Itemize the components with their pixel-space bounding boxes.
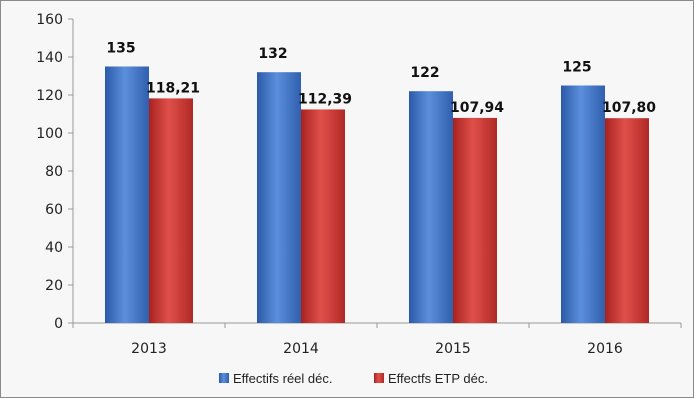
- x-tick-label: 2014: [283, 341, 319, 357]
- legend-label: Effectfs ETP déc.: [388, 371, 488, 386]
- bar-effectifs-etp-2014: [301, 109, 345, 323]
- data-label: 107,94: [450, 100, 504, 116]
- bar-effectifs-reel-2015: [409, 91, 453, 323]
- bar-effectifs-reel-2014: [257, 72, 301, 323]
- y-tick-label: 120: [36, 88, 63, 104]
- y-tick-label: 160: [36, 12, 63, 28]
- y-tick-label: 60: [45, 202, 63, 218]
- y-tick-label: 100: [36, 126, 63, 142]
- data-label: 125: [562, 60, 591, 76]
- x-tick-label: 2013: [131, 341, 167, 357]
- bar-effectifs-reel-2016: [561, 85, 605, 323]
- y-tick-label: 0: [54, 316, 63, 332]
- data-labels: 135 118,21 132 112,39 122 107,94 125 107,80: [106, 41, 656, 117]
- legend-swatch: [374, 373, 384, 383]
- y-tick-label: 40: [45, 240, 63, 256]
- data-label: 112,39: [298, 91, 352, 107]
- data-label: 135: [106, 41, 135, 57]
- bar-effectifs-reel-2013: [105, 66, 149, 323]
- x-tick-label: 2016: [587, 341, 623, 357]
- data-label: 132: [258, 46, 287, 62]
- y-tick-label: 80: [45, 164, 63, 180]
- bar-effectifs-etp-2016: [605, 118, 649, 324]
- bars: [105, 66, 649, 324]
- bar-effectifs-etp-2013: [149, 98, 193, 323]
- y-tick-label: 20: [45, 278, 63, 294]
- data-label: 118,21: [146, 80, 200, 96]
- axes: 0 20 40 60 80 100 120 140 160 2013 2014 2015 2016: [36, 12, 682, 357]
- legend-label: Effectifs réel déc.: [233, 371, 332, 386]
- y-tick-label: 140: [36, 50, 63, 66]
- data-label: 107,80: [602, 100, 656, 116]
- x-tick-label: 2015: [435, 341, 471, 357]
- legend-swatch: [219, 373, 229, 383]
- data-label: 122: [410, 65, 439, 81]
- legend: Effectifs réel déc. Effectfs ETP déc.: [219, 371, 488, 386]
- bar-effectifs-etp-2015: [453, 117, 497, 323]
